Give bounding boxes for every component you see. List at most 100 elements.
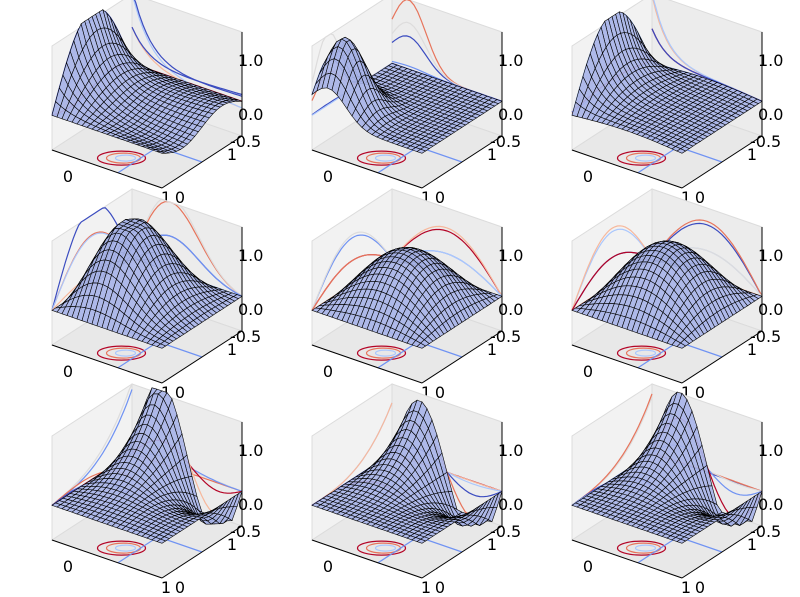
tick-label: 1.0 [758, 441, 783, 460]
floor-contour [356, 150, 407, 166]
tick-label: 0 [695, 383, 705, 402]
back-projection-curve [131, 26, 243, 96]
y-axis-line [421, 135, 503, 189]
x-axis-line [311, 539, 423, 579]
tick-label: -0.5 [230, 522, 261, 541]
back-projection-curve [391, 225, 503, 297]
panel-7: 01 011.00.0-0.5 [50, 383, 263, 597]
tick-label: 0 [435, 383, 445, 402]
x-axis-line [571, 344, 683, 384]
panel-5: 01 011.00.0-0.5 [310, 188, 523, 402]
floor-contour [634, 349, 657, 357]
tick-label: 0 [323, 557, 333, 576]
wall-projection-curve [311, 231, 393, 311]
surface-mesh [51, 8, 243, 154]
floor-contour [114, 349, 137, 357]
tick-label: 1 [681, 578, 691, 597]
floor-contour [374, 154, 397, 162]
panel-2: 01 011.00.0-0.5 [310, 0, 523, 207]
tick-label: 1 [161, 188, 171, 207]
tick-label: 0.0 [498, 495, 523, 514]
x-axis-line [571, 539, 683, 579]
tick-label: 1.0 [498, 51, 523, 70]
back-projection-curve [651, 219, 763, 297]
tick-label: 1.0 [498, 246, 523, 265]
tick-label: 0 [323, 167, 333, 186]
wall-projection-curve [311, 254, 393, 311]
panel-8: 01 011.00.0-0.5 [310, 383, 523, 597]
tick-label: 0 [435, 188, 445, 207]
tick-label: 1.0 [498, 441, 523, 460]
tick-label: 0 [695, 188, 705, 207]
back-projection-curve [131, 198, 243, 297]
tick-label: -0.5 [750, 522, 781, 541]
tick-label: 0 [175, 578, 185, 597]
tick-label: 0.0 [498, 105, 523, 124]
panel-9: 01 011.00.0-0.5 [570, 383, 783, 597]
y-axis-line [681, 330, 763, 384]
tick-label: 0.0 [238, 105, 263, 124]
y-axis-line [681, 135, 763, 189]
floor-contour [616, 540, 667, 556]
floor-contour [616, 150, 667, 166]
tick-label: 1.0 [758, 246, 783, 265]
tick-label: 0 [583, 167, 593, 186]
tick-label: 1.0 [238, 246, 263, 265]
floor-contour [96, 345, 147, 361]
tick-label: 0 [695, 578, 705, 597]
floor-contour [356, 345, 407, 361]
tick-label: 1 [747, 145, 757, 164]
y-axis-line [161, 135, 243, 189]
floor-contour [374, 544, 397, 552]
tick-label: 1 [227, 535, 237, 554]
panel-3: 01 011.00.0-0.5 [570, 0, 783, 207]
tick-label: 1 [747, 535, 757, 554]
tick-label: 0.0 [238, 495, 263, 514]
tick-label: -0.5 [490, 522, 521, 541]
tick-label: 0.0 [498, 300, 523, 319]
tick-label: 0.0 [758, 495, 783, 514]
back-projection-curve [391, 228, 503, 297]
tick-label: -0.5 [230, 132, 261, 151]
tick-label: 1 [747, 340, 757, 359]
surface-mesh [571, 240, 763, 349]
tick-label: -0.5 [490, 132, 521, 151]
floor-contour [96, 540, 147, 556]
surface-mesh [311, 36, 503, 154]
x-axis-line [311, 149, 423, 189]
wall-projection-curve [311, 234, 393, 311]
tick-label: -0.5 [750, 132, 781, 151]
tick-label: 1 [227, 340, 237, 359]
surface-mesh [311, 246, 503, 349]
y-axis-line [421, 525, 503, 579]
tick-label: -0.5 [230, 327, 261, 346]
tick-label: 1 [421, 383, 431, 402]
tick-label: 1 [161, 578, 171, 597]
tick-label: 1 [681, 383, 691, 402]
y-axis-line [421, 330, 503, 384]
floor-contour [374, 349, 397, 357]
tick-label: 1.0 [238, 51, 263, 70]
tick-label: 0 [175, 188, 185, 207]
tick-label: 0 [583, 362, 593, 381]
y-axis-line [681, 525, 763, 579]
x-axis-line [51, 149, 163, 189]
tick-label: 0.0 [758, 300, 783, 319]
floor-contour [634, 544, 657, 552]
x-axis-line [571, 149, 683, 189]
surface-mesh [51, 387, 243, 544]
tick-label: 0 [175, 383, 185, 402]
surface-mesh [571, 391, 763, 544]
surface-mesh [51, 218, 243, 349]
y-axis-line [161, 525, 243, 579]
tick-label: 0 [63, 557, 73, 576]
tick-label: 1 [421, 188, 431, 207]
floor-contour [114, 154, 137, 162]
tick-label: 1 [421, 578, 431, 597]
back-projection-curve [133, 0, 243, 97]
tick-label: 0 [63, 167, 73, 186]
wall-projection-curve [571, 225, 653, 311]
floor-contour [356, 540, 407, 556]
floor-contour [114, 544, 137, 552]
wall-projection-curve [571, 228, 653, 311]
